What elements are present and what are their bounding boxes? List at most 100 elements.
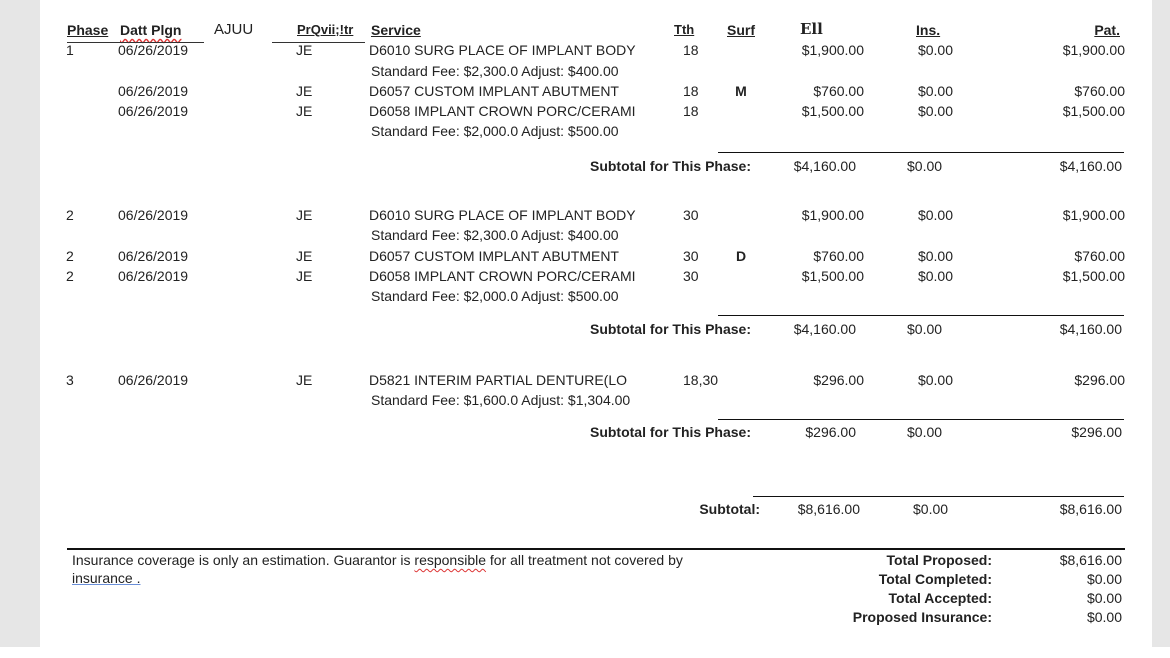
total-label: Total Accepted: (888, 590, 992, 606)
plan-date: 06/26/2019 (118, 268, 189, 284)
provider: JE (296, 103, 313, 119)
subtotal-rule (718, 419, 1124, 420)
header-patient: Pat. (1094, 22, 1120, 38)
phase-subtotal-label: Subtotal for This Phase: (589, 321, 751, 337)
header-insurance: Ins. (916, 22, 941, 38)
grand-subtotal-fee: $8,616.00 (797, 501, 860, 517)
provider: JE (296, 268, 313, 284)
service-description: D6010 SURG PLACE OF IMPLANT BODY (369, 42, 636, 58)
insurance-amount: $0.00 (917, 248, 953, 264)
provider: JE (296, 207, 313, 223)
patient-amount: $1,900.00 (1062, 207, 1125, 223)
header-phase: Phase (67, 22, 109, 38)
patient-amount: $296.00 (1074, 372, 1125, 388)
grand-subtotal-rule (753, 496, 1124, 497)
plan-date: 06/26/2019 (118, 372, 189, 388)
disclaimer-part: Insurance coverage is only an estimation… (72, 552, 415, 568)
disclaimer-insurance-link[interactable]: insurance . (72, 570, 141, 586)
plan-date: 06/26/2019 (118, 83, 189, 99)
phase-subtotal-fee: $296.00 (805, 424, 856, 440)
insurance-amount: $0.00 (917, 103, 953, 119)
grand-subtotal-patient: $8,616.00 (1059, 501, 1122, 517)
fee-amount: $760.00 (813, 83, 864, 99)
header-fee: Ell (800, 20, 823, 38)
tooth-number: 18 (683, 83, 699, 99)
fee-amount: $296.00 (813, 372, 864, 388)
provider: JE (296, 42, 313, 58)
fee-note: Standard Fee: $2,000.0 Adjust: $500.00 (371, 288, 619, 304)
phase-number: 2 (66, 248, 74, 264)
page-bottom-margin (0, 647, 1170, 658)
tooth-number: 30 (683, 207, 699, 223)
disclaimer-part: for all treatment not covered by (486, 552, 683, 568)
insurance-amount: $0.00 (917, 83, 953, 99)
fee-note: Standard Fee: $2,300.0 Adjust: $400.00 (371, 63, 619, 79)
patient-amount: $760.00 (1074, 83, 1125, 99)
fee-note: Standard Fee: $2,300.0 Adjust: $400.00 (371, 227, 619, 243)
surface: D (735, 248, 747, 264)
service-description: D6057 CUSTOM IMPLANT ABUTMENT (369, 248, 619, 264)
header-provider: PrQvii;!tr (297, 22, 354, 37)
phase-number: 3 (66, 372, 74, 388)
surface: M (735, 83, 747, 99)
service-description: D6057 CUSTOM IMPLANT ABUTMENT (369, 83, 619, 99)
plan-date: 06/26/2019 (118, 103, 189, 119)
phase-subtotal-fee: $4,160.00 (793, 158, 856, 174)
fee-amount: $1,500.00 (801, 103, 864, 119)
fee-note: Standard Fee: $2,000.0 Adjust: $500.00 (371, 123, 619, 139)
phase-subtotal-fee: $4,160.00 (793, 321, 856, 337)
total-value: $0.00 (1086, 609, 1122, 625)
phase-subtotal-insurance: $0.00 (907, 158, 943, 174)
footer-rule (67, 548, 1125, 550)
treatment-plan-page: Phase Datt Plgn AJUU PrQvii;!tr Service … (40, 0, 1152, 647)
grand-subtotal-label: Subtotal: (699, 501, 760, 517)
total-value: $0.00 (1086, 590, 1122, 606)
fee-amount: $1,900.00 (801, 42, 864, 58)
phase-subtotal-label: Subtotal for This Phase: (589, 424, 751, 440)
total-label: Total Completed: (878, 571, 992, 587)
plan-date: 06/26/2019 (118, 248, 189, 264)
header-ajuu: AJUU (214, 21, 254, 38)
phase-number: 2 (66, 207, 74, 223)
tooth-number: 18 (683, 42, 699, 58)
total-value: $8,616.00 (1059, 552, 1122, 568)
patient-amount: $1,900.00 (1062, 42, 1125, 58)
header-tooth: Tth (674, 22, 695, 37)
fee-amount: $1,500.00 (801, 268, 864, 284)
plan-date: 06/26/2019 (118, 42, 189, 58)
fee-amount: $1,900.00 (801, 207, 864, 223)
tooth-number: 18,30 (683, 372, 719, 388)
phase-subtotal-patient: $4,160.00 (1059, 158, 1122, 174)
phase-number: 1 (66, 42, 74, 58)
phase-subtotal-insurance: $0.00 (907, 321, 943, 337)
service-description: D5821 INTERIM PARTIAL DENTURE(LO (369, 372, 628, 388)
header-rule (67, 42, 204, 43)
total-label: Proposed Insurance: (852, 609, 992, 625)
insurance-amount: $0.00 (917, 42, 953, 58)
service-description: D6058 IMPLANT CROWN PORC/CERAMI (369, 103, 636, 119)
subtotal-rule (718, 315, 1124, 316)
subtotal-rule (718, 152, 1124, 153)
disclaimer-misspelled-word: responsible (414, 552, 487, 568)
plan-date: 06/26/2019 (118, 207, 189, 223)
header-date-plan: Datt Plgn (120, 22, 182, 38)
header-surface: Surf (727, 22, 755, 38)
total-value: $0.00 (1086, 571, 1122, 587)
disclaimer-text: Insurance coverage is only an estimation… (72, 552, 683, 568)
phase-subtotal-insurance: $0.00 (907, 424, 943, 440)
tooth-number: 30 (683, 248, 699, 264)
phase-subtotal-label: Subtotal for This Phase: (589, 158, 751, 174)
provider: JE (296, 83, 313, 99)
phase-subtotal-patient: $4,160.00 (1059, 321, 1122, 337)
header-rule (272, 42, 365, 43)
tooth-number: 30 (683, 268, 699, 284)
total-label: Total Proposed: (886, 552, 992, 568)
header-service: Service (371, 22, 421, 38)
fee-amount: $760.00 (813, 248, 864, 264)
fee-note: Standard Fee: $1,600.0 Adjust: $1,304.00 (371, 392, 631, 408)
tooth-number: 18 (683, 103, 699, 119)
provider: JE (296, 372, 313, 388)
provider: JE (296, 248, 313, 264)
grand-subtotal-insurance: $0.00 (913, 501, 949, 517)
patient-amount: $760.00 (1074, 248, 1125, 264)
